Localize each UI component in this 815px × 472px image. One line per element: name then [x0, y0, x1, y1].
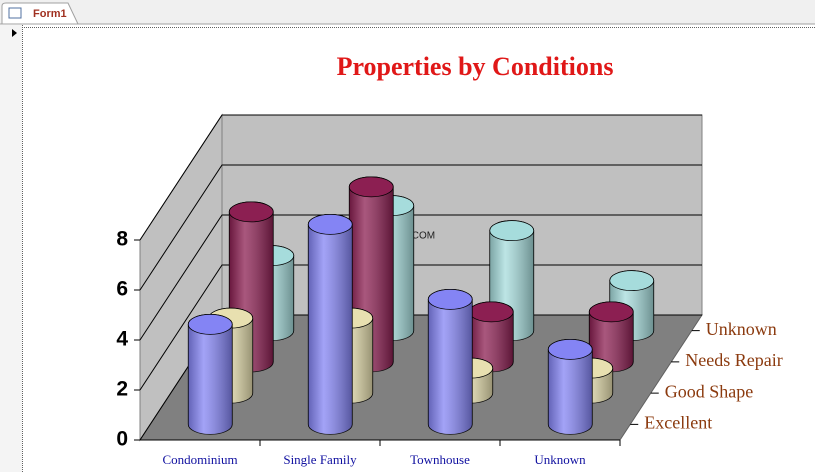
legend-label: Good Shape — [665, 381, 754, 401]
x-tick-label: Unknown — [534, 452, 586, 467]
grid-line — [139, 114, 702, 241]
bar-shading — [188, 314, 233, 435]
record-selector — [0, 25, 22, 472]
bar-shading — [308, 214, 353, 435]
bar-top — [489, 220, 535, 242]
bar-top — [588, 301, 634, 323]
bar-shading — [548, 339, 593, 435]
bar-top — [348, 176, 394, 198]
grid-line — [139, 164, 702, 291]
cylinder — [307, 213, 353, 435]
form-icon — [8, 7, 22, 19]
cylinder — [468, 301, 514, 373]
bar-shading — [428, 289, 473, 435]
bar-top — [228, 201, 274, 223]
cylinder — [547, 338, 593, 435]
x-tick-label: Condominium — [162, 452, 237, 467]
cylinder — [427, 288, 473, 435]
grid-line — [139, 214, 702, 341]
y-tick-label: 8 — [116, 228, 128, 251]
y-tick-label: 6 — [116, 278, 128, 301]
legend-label: Excellent — [644, 413, 712, 433]
cylinder — [187, 313, 233, 435]
legend-label: Needs Repair — [685, 350, 782, 370]
chart-title: Properties by Conditions — [337, 52, 614, 81]
x-tick-label: Townhouse — [410, 452, 470, 467]
tab-label: Form1 — [33, 8, 67, 20]
record-pointer — [12, 29, 17, 37]
bar-top — [427, 288, 473, 310]
cylinder — [588, 301, 634, 373]
grid-line — [139, 264, 702, 391]
y-tick-label: 0 — [116, 428, 128, 451]
legend-label: Unknown — [706, 319, 777, 339]
bar-top — [609, 270, 655, 292]
bar-top — [547, 338, 593, 360]
bar-top — [187, 313, 233, 335]
bar-top — [307, 213, 353, 235]
bar-top — [468, 301, 514, 323]
x-tick-label: Single Family — [283, 452, 357, 467]
plot: 0 2 4 6 8 Condominium Single Family Townhouse Un… — [116, 113, 783, 467]
y-tick-label: 2 — [116, 378, 128, 401]
y-tick-label: 4 — [116, 328, 128, 351]
